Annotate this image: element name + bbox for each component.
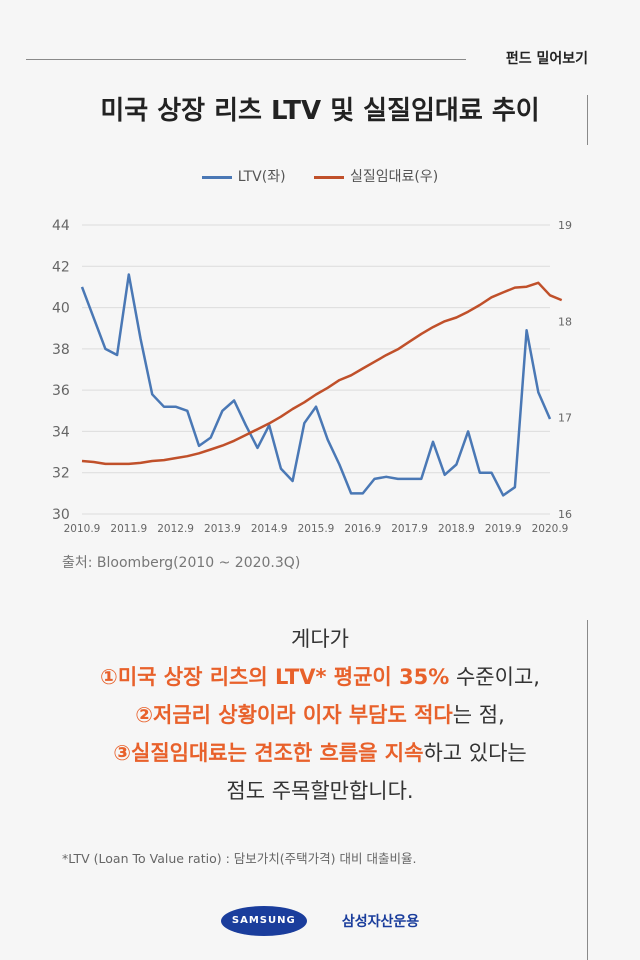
legend-label-ltv: LTV(좌): [237, 169, 286, 185]
legend-item-rent: 실질임대료(우): [314, 166, 438, 186]
highlight-ltv: ①미국 상장 리츠의 LTV* 평균이 35%: [100, 665, 450, 689]
body-line-3: ②저금리 상황이라 이자 부담도 적다는 점,: [0, 696, 640, 734]
page-title: 미국 상장 리츠 LTV 및 실질임대료 추이: [100, 96, 540, 126]
y-right-tick-label: 17: [558, 412, 572, 425]
x-tick-label: 2014.9: [251, 523, 288, 535]
body-line-2-rest: 수준이고,: [449, 665, 540, 689]
y-left-tick-label: 36: [52, 383, 70, 399]
x-tick-label: 2012.9: [157, 523, 194, 535]
x-tick-label: 2017.9: [391, 523, 428, 535]
y-left-tick-label: 40: [52, 301, 70, 317]
x-tick-label: 2018.9: [438, 523, 475, 535]
x-tick-label: 2020.9: [532, 523, 569, 535]
legend-item-ltv: LTV(좌): [201, 166, 286, 186]
y-right-tick-label: 18: [558, 315, 572, 328]
x-tick-label: 2015.9: [298, 523, 335, 535]
y-left-tick-label: 30: [52, 507, 70, 523]
x-tick-label: 2016.9: [344, 523, 381, 535]
series-line-rent: [81, 281, 563, 466]
y-right-tick-label: 19: [558, 219, 572, 232]
body-line-2: ①미국 상장 리츠의 LTV* 평균이 35% 수준이고,: [0, 658, 640, 696]
y-left-tick-label: 44: [52, 218, 70, 234]
y-left-tick-label: 38: [52, 342, 70, 358]
body-line-4-rest: 하고 있다는: [423, 741, 527, 765]
x-tick-label: 2019.9: [485, 523, 522, 535]
brand-footer: SAMSUNG 삼성자산운용: [0, 906, 640, 936]
chart-legend: LTV(좌) 실질임대료(우): [0, 166, 640, 186]
legend-swatch-ltv: [201, 175, 232, 179]
header-tag: 펀드 밀어보기: [505, 51, 588, 67]
legend-swatch-rent: [314, 175, 345, 179]
chart-source: 출처: Bloomberg(2010 ~ 2020.3Q): [62, 555, 301, 571]
body-line-1: 게다가: [291, 627, 349, 651]
highlight-rate: ②저금리 상황이라 이자 부담도 적다: [135, 703, 453, 727]
legend-label-rent: 실질임대료(우): [350, 169, 439, 185]
title-divider: [587, 95, 588, 145]
x-tick-label: 2010.9: [64, 523, 101, 535]
body-line-5: 점도 주목할만합니다.: [226, 779, 414, 803]
highlight-rent: ③실질임대료는 견조한 흐름을 지속: [113, 741, 424, 765]
y-left-tick-label: 42: [52, 259, 70, 275]
footnote: *LTV (Loan To Value ratio) : 담보가치(주택가격) …: [62, 851, 417, 866]
x-tick-label: 2013.9: [204, 523, 241, 535]
series-line-ltv: [80, 273, 552, 497]
header-rule: [26, 59, 466, 60]
brand-name: 삼성자산운용: [341, 914, 420, 930]
body-divider: [587, 620, 588, 960]
samsung-logo: SAMSUNG: [220, 906, 307, 936]
x-tick-label: 2011.9: [110, 523, 147, 535]
header-bar: 펀드 밀어보기: [26, 44, 588, 74]
y-left-tick-label: 32: [52, 466, 70, 482]
line-chart: 30 32 34 36 38 40 42 44 16 17 18 19 2010.9 2011.9 2012…: [52, 218, 572, 535]
body-line-4: ③실질임대료는 견조한 흐름을 지속하고 있다는: [0, 734, 640, 772]
y-left-tick-label: 34: [52, 424, 70, 440]
body-text: 게다가 ①미국 상장 리츠의 LTV* 평균이 35% 수준이고, ②저금리 상…: [0, 620, 640, 810]
y-right-tick-label: 16: [558, 508, 572, 521]
body-line-3-rest: 는 점,: [452, 703, 505, 727]
